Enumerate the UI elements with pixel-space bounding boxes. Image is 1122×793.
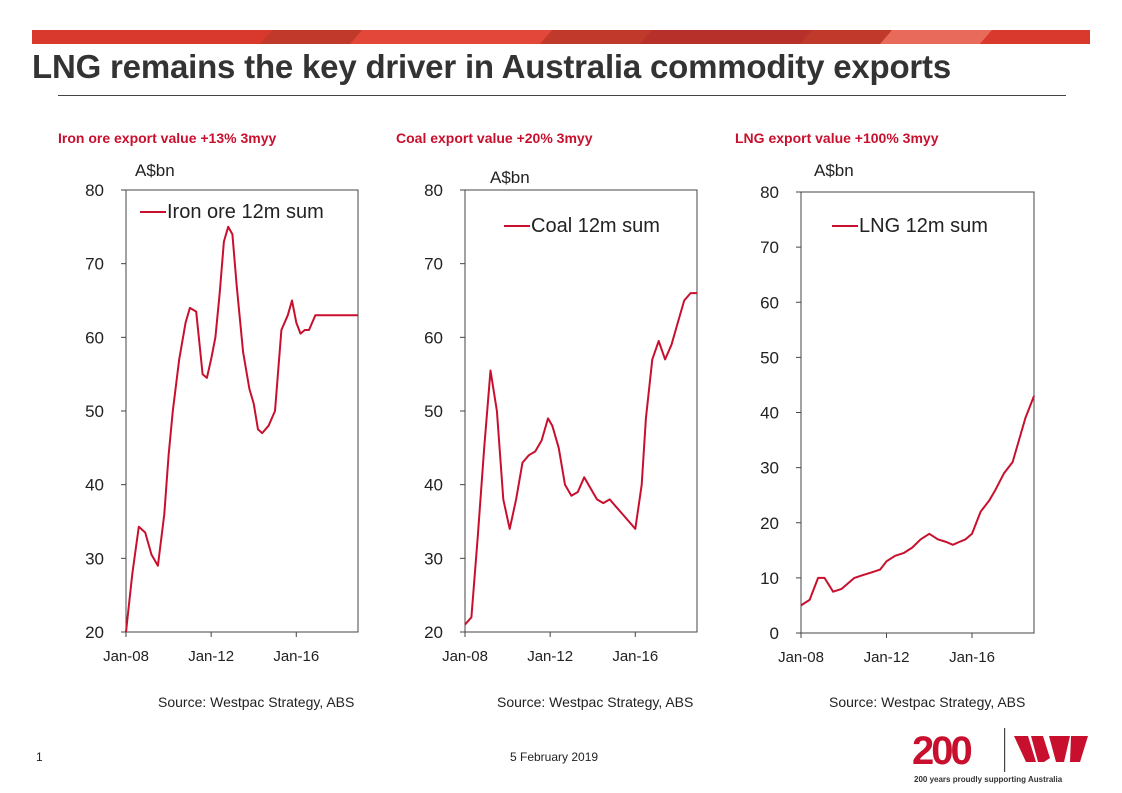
logo-tagline: 200 years proudly supporting Australia (914, 775, 1063, 784)
y-tick-label: 40 (85, 476, 104, 495)
y-axis-unit-label: A$bn (135, 161, 175, 180)
y-tick-label: 70 (424, 255, 443, 274)
y-axis-unit-label: A$bn (814, 161, 854, 180)
x-tick-label: Jan-12 (527, 648, 573, 665)
y-tick-label: 80 (760, 183, 779, 202)
series-line (800, 395, 1035, 607)
y-tick-label: 70 (85, 255, 104, 274)
westpac-200-logo: 200 (912, 728, 1088, 773)
y-tick-label: 60 (760, 293, 779, 312)
x-tick-label: Jan-16 (612, 648, 658, 665)
top-color-band (32, 30, 1090, 44)
chart-heading-iron-ore: Iron ore export value +13% 3myy (58, 130, 277, 146)
svg-text:200: 200 (912, 729, 971, 773)
y-tick-label: 80 (424, 181, 443, 200)
y-tick-label: 60 (424, 328, 443, 347)
plot-frame (800, 191, 1035, 634)
legend-label: LNG 12m sum (859, 215, 988, 237)
y-axis-unit-label: A$bn (490, 168, 530, 187)
slide-date: 5 February 2019 (510, 750, 599, 764)
x-tick-label: Jan-12 (188, 648, 234, 665)
x-tick-label: Jan-08 (778, 649, 824, 666)
y-tick-label: 30 (424, 549, 443, 568)
y-tick-label: 30 (760, 459, 779, 478)
source-note-coal: Source: Westpac Strategy, ABS (497, 694, 694, 710)
legend-label: Iron ore 12m sum (167, 201, 324, 223)
y-tick-label: 50 (85, 402, 104, 421)
x-tick-label: Jan-08 (103, 648, 149, 665)
source-note-lng: Source: Westpac Strategy, ABS (829, 694, 1026, 710)
series-line (125, 225, 358, 633)
slide-title: LNG remains the key driver in Australia … (32, 48, 951, 85)
y-tick-label: 30 (85, 549, 104, 568)
y-tick-label: 40 (760, 404, 779, 423)
x-tick-label: Jan-16 (273, 648, 319, 665)
y-tick-label: 70 (760, 238, 779, 257)
legend-label: Coal 12m sum (531, 215, 660, 237)
y-tick-label: 10 (760, 569, 779, 588)
x-tick-label: Jan-12 (864, 649, 910, 666)
x-tick-label: Jan-08 (442, 648, 488, 665)
y-tick-label: 20 (760, 514, 779, 533)
chart-heading-lng: LNG export value +100% 3myy (735, 130, 939, 146)
title-divider (58, 95, 1066, 96)
y-tick-label: 20 (424, 623, 443, 642)
y-tick-label: 50 (760, 348, 779, 367)
series-line (464, 292, 697, 626)
y-tick-label: 80 (85, 181, 104, 200)
chart-heading-coal: Coal export value +20% 3myy (396, 130, 593, 146)
y-tick-label: 60 (85, 328, 104, 347)
source-note-iron-ore: Source: Westpac Strategy, ABS (158, 694, 355, 710)
y-tick-label: 0 (770, 624, 779, 643)
y-tick-label: 20 (85, 623, 104, 642)
y-tick-label: 50 (424, 402, 443, 421)
y-tick-label: 40 (424, 476, 443, 495)
x-tick-label: Jan-16 (949, 649, 995, 666)
page-number: 1 (36, 750, 43, 764)
